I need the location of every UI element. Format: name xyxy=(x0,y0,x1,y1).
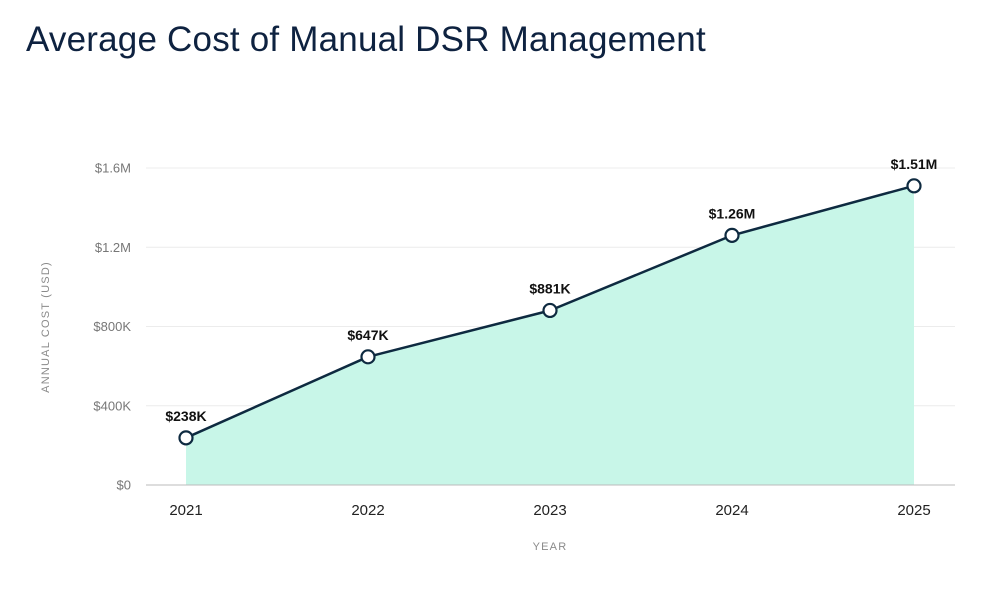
data-label: $1.51M xyxy=(891,156,938,172)
data-label: $647K xyxy=(347,327,388,343)
x-tick-label: 2024 xyxy=(715,502,748,519)
x-axis-label: YEAR xyxy=(533,541,568,553)
y-tick-label: $0 xyxy=(117,478,131,493)
data-point xyxy=(360,349,376,365)
data-label: $1.26M xyxy=(709,205,756,221)
data-labels: $238K $647K $881K $1.26M $1.51M xyxy=(165,156,937,424)
data-label: $238K xyxy=(165,408,206,424)
x-tick-label: 2022 xyxy=(351,502,384,519)
y-axis-ticks: $0 $400K $800K $1.2M $1.6M xyxy=(93,161,131,493)
data-label: $881K xyxy=(529,280,570,296)
y-tick-label: $400K xyxy=(93,398,131,413)
x-tick-label: 2021 xyxy=(169,502,202,519)
y-tick-label: $1.6M xyxy=(95,161,131,176)
chart-title: Average Cost of Manual DSR Management xyxy=(26,20,706,59)
area-fill xyxy=(186,185,914,486)
data-point xyxy=(906,178,922,194)
x-tick-label: 2023 xyxy=(533,502,566,519)
y-axis-label: ANNUAL COST (USD) xyxy=(40,261,52,393)
x-tick-label: 2025 xyxy=(897,502,930,519)
data-point xyxy=(178,430,194,446)
y-tick-label: $1.2M xyxy=(95,240,131,255)
data-point xyxy=(724,227,740,243)
data-points xyxy=(178,178,922,446)
data-point xyxy=(542,302,558,319)
x-axis-ticks: 2021 2022 2023 2024 2025 xyxy=(169,502,930,519)
y-tick-label: $800K xyxy=(93,319,131,334)
